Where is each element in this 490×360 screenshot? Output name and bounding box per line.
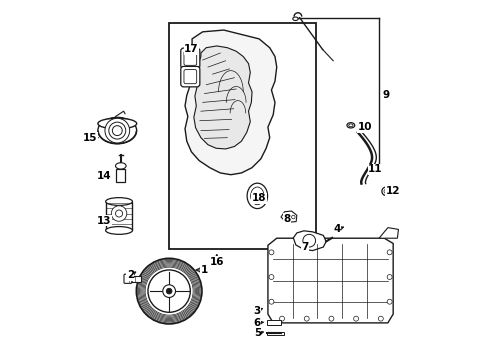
Polygon shape bbox=[194, 46, 252, 149]
Circle shape bbox=[163, 285, 175, 297]
Text: 17: 17 bbox=[184, 45, 198, 54]
Bar bbox=[267, 332, 284, 335]
Text: 10: 10 bbox=[358, 122, 372, 132]
Polygon shape bbox=[379, 228, 398, 238]
Circle shape bbox=[285, 215, 288, 219]
Circle shape bbox=[166, 288, 172, 294]
Ellipse shape bbox=[106, 198, 132, 206]
Text: 11: 11 bbox=[368, 165, 383, 174]
Circle shape bbox=[136, 258, 202, 324]
Circle shape bbox=[105, 118, 130, 143]
Text: 12: 12 bbox=[386, 186, 400, 196]
Text: 14: 14 bbox=[97, 171, 111, 181]
Text: 8: 8 bbox=[284, 214, 291, 224]
Text: 18: 18 bbox=[252, 193, 267, 203]
Text: 4: 4 bbox=[333, 224, 341, 234]
Text: 13: 13 bbox=[97, 216, 111, 226]
Bar bbox=[127, 276, 141, 282]
Circle shape bbox=[269, 275, 274, 279]
Ellipse shape bbox=[293, 17, 298, 21]
Circle shape bbox=[109, 122, 126, 139]
Text: 9: 9 bbox=[383, 90, 390, 100]
Bar bbox=[106, 202, 132, 230]
Text: 1: 1 bbox=[201, 265, 208, 275]
Circle shape bbox=[304, 316, 309, 321]
Ellipse shape bbox=[349, 124, 353, 127]
Circle shape bbox=[329, 316, 334, 321]
Circle shape bbox=[303, 234, 316, 247]
FancyBboxPatch shape bbox=[184, 51, 196, 66]
Circle shape bbox=[280, 316, 285, 321]
Bar bbox=[116, 170, 125, 182]
Text: 15: 15 bbox=[83, 133, 98, 143]
Circle shape bbox=[292, 215, 295, 219]
Ellipse shape bbox=[347, 123, 355, 128]
Ellipse shape bbox=[116, 163, 126, 169]
Ellipse shape bbox=[98, 117, 137, 144]
Text: 6: 6 bbox=[254, 318, 261, 328]
Circle shape bbox=[378, 316, 383, 321]
Text: 2: 2 bbox=[127, 270, 134, 280]
Text: 5: 5 bbox=[254, 328, 261, 338]
Text: 7: 7 bbox=[301, 242, 309, 252]
FancyBboxPatch shape bbox=[124, 274, 132, 283]
Text: 3: 3 bbox=[254, 306, 261, 315]
FancyBboxPatch shape bbox=[181, 48, 200, 68]
Circle shape bbox=[269, 250, 274, 255]
Text: 16: 16 bbox=[210, 257, 224, 267]
Polygon shape bbox=[268, 238, 393, 323]
Circle shape bbox=[269, 299, 274, 304]
Polygon shape bbox=[281, 211, 297, 222]
FancyBboxPatch shape bbox=[184, 69, 196, 84]
Polygon shape bbox=[294, 231, 326, 251]
Circle shape bbox=[111, 206, 127, 221]
Circle shape bbox=[387, 299, 392, 304]
Ellipse shape bbox=[251, 187, 264, 205]
Circle shape bbox=[148, 270, 190, 312]
Circle shape bbox=[112, 126, 122, 136]
Bar bbox=[169, 23, 316, 249]
Ellipse shape bbox=[247, 183, 268, 208]
Circle shape bbox=[354, 316, 359, 321]
Circle shape bbox=[382, 187, 391, 195]
Ellipse shape bbox=[98, 118, 137, 129]
Circle shape bbox=[387, 250, 392, 255]
Ellipse shape bbox=[106, 226, 132, 234]
FancyBboxPatch shape bbox=[181, 66, 200, 87]
Bar bbox=[267, 320, 281, 325]
Circle shape bbox=[387, 275, 392, 279]
Circle shape bbox=[384, 189, 388, 193]
Circle shape bbox=[116, 210, 122, 217]
Polygon shape bbox=[185, 30, 277, 175]
